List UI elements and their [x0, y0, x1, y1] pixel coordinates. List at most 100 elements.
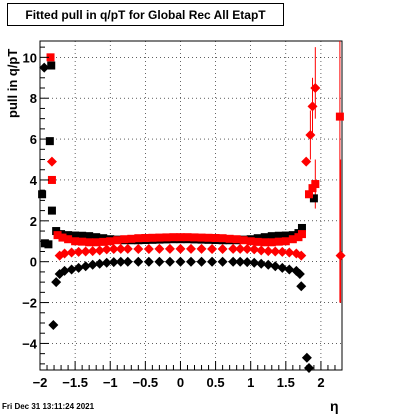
- data-point-diamond: [335, 250, 346, 261]
- y-tick-label: 0: [30, 255, 37, 270]
- data-point-square: [267, 238, 276, 247]
- data-point-square: [71, 231, 80, 240]
- data-point-square: [311, 180, 320, 189]
- data-point-square: [297, 230, 306, 239]
- data-point-diamond: [277, 262, 288, 273]
- data-point-diamond: [133, 244, 144, 255]
- timestamp: Fri Dec 31 13:11:24 2021: [2, 402, 95, 411]
- data-point-square: [47, 61, 56, 70]
- data-point-square: [274, 231, 283, 240]
- y-tick-label: 8: [30, 91, 37, 106]
- data-point-square: [46, 53, 55, 62]
- data-point-diamond: [164, 256, 175, 267]
- data-point-square: [92, 233, 101, 242]
- plot-frame: [39, 40, 343, 371]
- x-tick-label: −1.5: [62, 375, 88, 390]
- data-point-square: [106, 237, 115, 246]
- data-point-diamond: [263, 246, 274, 257]
- data-point-diamond: [301, 156, 312, 167]
- data-point-diamond: [80, 246, 91, 257]
- data-point-diamond: [228, 256, 239, 267]
- data-point-diamond: [59, 265, 70, 276]
- data-point-diamond: [66, 247, 77, 258]
- data-point-square: [281, 231, 290, 240]
- data-point-square: [141, 233, 150, 242]
- data-point-square: [309, 194, 318, 203]
- data-point-square: [134, 234, 143, 243]
- data-point-square: [148, 233, 157, 242]
- data-point-diamond: [270, 246, 281, 257]
- data-point-diamond: [235, 243, 246, 254]
- data-point-diamond: [48, 320, 59, 331]
- data-point-square: [260, 238, 269, 247]
- data-point-diamond: [249, 257, 260, 268]
- data-point-diamond: [242, 257, 253, 268]
- data-point-diamond: [51, 277, 62, 288]
- data-point-square: [127, 234, 136, 243]
- data-point-square: [225, 234, 234, 243]
- data-point-square: [162, 233, 171, 242]
- data-point-diamond: [115, 256, 126, 267]
- data-point-square: [47, 206, 56, 215]
- data-point-square: [288, 235, 297, 244]
- data-point-square: [267, 232, 276, 241]
- data-point-square: [52, 227, 61, 236]
- data-point-square: [176, 233, 185, 242]
- data-point-square: [304, 190, 313, 199]
- data-point-diamond: [270, 261, 281, 272]
- data-point-square: [78, 231, 87, 240]
- data-point-diamond: [94, 258, 105, 269]
- data-point-square: [47, 175, 56, 184]
- data-point-diamond: [228, 243, 239, 254]
- data-point-diamond: [175, 256, 186, 267]
- x-tick-label: −2: [33, 375, 48, 390]
- data-point-square: [204, 233, 213, 242]
- data-point-diamond: [122, 243, 133, 254]
- x-tick-label: 0: [177, 375, 184, 390]
- y-tick-label: 6: [30, 132, 37, 147]
- data-point-diamond: [196, 243, 207, 254]
- data-point-square: [58, 233, 67, 242]
- y-tick-label: 10: [23, 50, 37, 65]
- x-tick-label: 2: [317, 375, 324, 390]
- axis-ticks: −2 −1.5 −1 −0.5 0 0.5 1 1.5 2 −4 −2 0 2 4 6 8 10: [22, 46, 343, 390]
- data-point-diamond: [122, 256, 133, 267]
- data-point-diamond: [101, 244, 112, 255]
- y-tick-label: −2: [22, 296, 37, 311]
- data-point-diamond: [301, 352, 312, 363]
- x-tick-label: −0.5: [133, 375, 159, 390]
- data-point-diamond: [87, 246, 98, 257]
- chart-title: Fitted pull in q/pT for Global Rec All E…: [7, 3, 284, 26]
- data-point-square: [239, 236, 248, 245]
- data-point-diamond: [73, 246, 84, 257]
- data-point-diamond: [87, 259, 98, 270]
- data-point-diamond: [263, 259, 274, 270]
- y-tick-label: 4: [30, 173, 38, 188]
- data-point-diamond: [46, 156, 57, 167]
- data-point-diamond: [284, 264, 295, 275]
- data-point-square: [197, 233, 206, 242]
- data-point-square: [38, 190, 47, 199]
- x-tick-label: 1.5: [277, 375, 295, 390]
- data-point-diamond: [94, 245, 105, 256]
- grid-lines: [39, 41, 342, 370]
- data-point-square: [155, 233, 164, 242]
- x-axis-label: η: [330, 398, 339, 414]
- data-point-diamond: [186, 243, 196, 254]
- data-point-square: [99, 237, 108, 246]
- data-point-diamond: [73, 262, 84, 273]
- data-point-diamond: [307, 101, 318, 112]
- data-point-square: [64, 231, 73, 240]
- data-point-diamond: [133, 256, 144, 267]
- data-point-square: [308, 184, 317, 193]
- data-point-diamond: [217, 256, 228, 267]
- data-point-diamond: [115, 243, 126, 254]
- data-point-diamond: [101, 257, 112, 268]
- data-point-square: [71, 237, 80, 246]
- data-point-diamond: [196, 256, 207, 267]
- data-point-square: [120, 235, 129, 244]
- data-point-diamond: [242, 244, 253, 255]
- data-point-square: [297, 223, 306, 232]
- data-point-diamond: [59, 248, 70, 259]
